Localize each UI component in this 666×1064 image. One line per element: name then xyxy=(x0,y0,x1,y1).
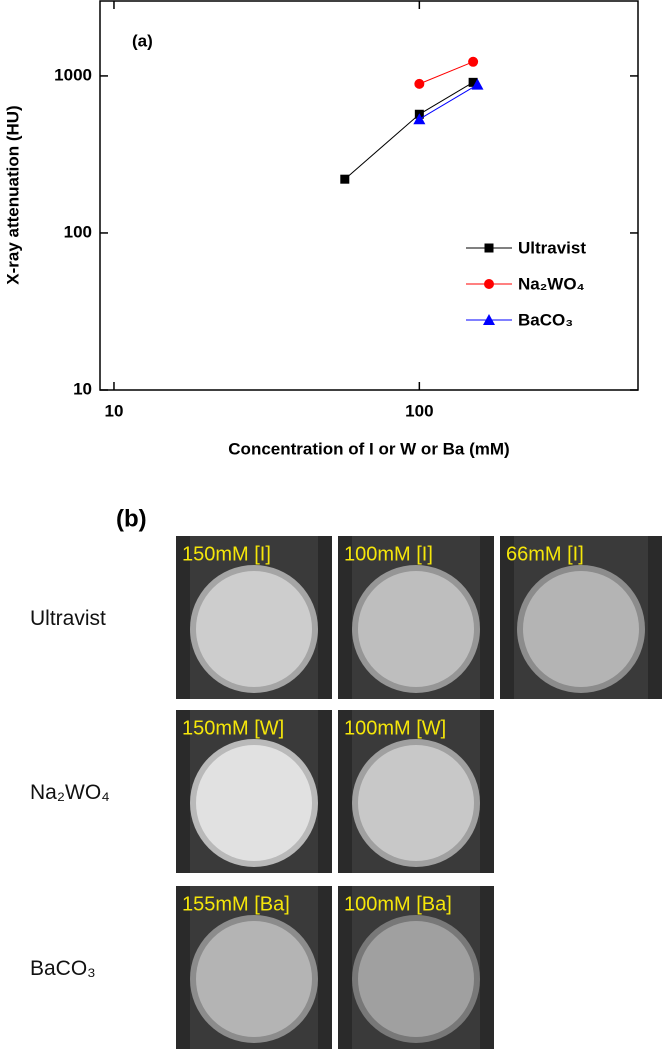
y-axis-label: X-ray attenuation (HU) xyxy=(3,105,22,284)
marker xyxy=(468,77,478,87)
x-axis-label: Concentration of I or W or Ba (mM) xyxy=(228,439,509,458)
y-tick-label: 100 xyxy=(64,222,92,241)
ct-disc xyxy=(196,571,312,687)
legend-label: BaCO₃ xyxy=(518,310,573,329)
marker xyxy=(414,78,425,89)
image-label: 150mM [I] xyxy=(182,543,271,565)
panel-label: (a) xyxy=(132,31,153,50)
legend-marker xyxy=(484,279,494,289)
legend-marker xyxy=(484,243,494,253)
ct-disc xyxy=(196,921,312,1037)
image-label: 155mM [Ba] xyxy=(182,893,290,915)
x-tick-label: 10 xyxy=(105,401,124,420)
marker xyxy=(413,113,426,125)
legend-marker xyxy=(483,314,495,325)
legend-label: Na₂WO₄ xyxy=(518,274,585,293)
ct-disc xyxy=(358,571,474,687)
image-label: 100mM [I] xyxy=(344,543,433,565)
row-label: Ultravist xyxy=(30,607,106,630)
row-label: BaCO₃ xyxy=(30,957,96,980)
row-label: Na₂WO₄ xyxy=(30,781,110,804)
image-label: 150mM [W] xyxy=(182,717,284,739)
plot-frame xyxy=(99,0,639,391)
ct-disc xyxy=(196,745,312,861)
y-tick-label: 1000 xyxy=(54,65,92,84)
image-label: 100mM [W] xyxy=(344,717,446,739)
image-label: 66mM [I] xyxy=(506,543,584,565)
panel-label: (b) xyxy=(116,505,147,532)
series-line xyxy=(344,81,474,180)
y-tick-label: 10 xyxy=(73,379,92,398)
image-label: 100mM [Ba] xyxy=(344,893,452,915)
x-tick-label: 100 xyxy=(405,401,433,420)
series-line xyxy=(419,84,478,120)
ct-disc xyxy=(358,921,474,1037)
marker xyxy=(471,78,484,90)
legend-label: Ultravist xyxy=(518,238,586,257)
ct-disc xyxy=(523,571,639,687)
marker xyxy=(340,174,350,184)
marker xyxy=(468,56,479,67)
series-line xyxy=(419,61,474,85)
ct-disc xyxy=(358,745,474,861)
